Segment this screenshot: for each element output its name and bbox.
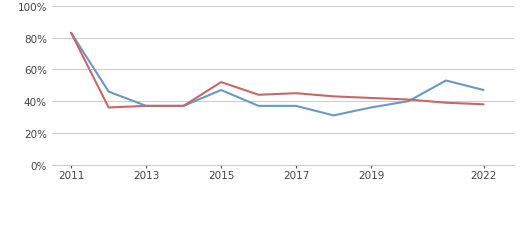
(WI) State Average <box>180 105 187 108</box>
Evansville High School <box>481 89 487 92</box>
Evansville High School <box>68 32 74 35</box>
(WI) State Average <box>143 105 149 108</box>
(WI) State Average <box>68 32 74 35</box>
(WI) State Average <box>218 81 224 84</box>
(WI) State Average <box>443 102 449 105</box>
Evansville High School <box>443 80 449 82</box>
Legend: Evansville High School, (WI) State Average: Evansville High School, (WI) State Avera… <box>131 224 435 229</box>
(WI) State Average <box>481 104 487 106</box>
Evansville High School <box>331 114 337 117</box>
(WI) State Average <box>255 94 261 97</box>
Evansville High School <box>105 91 112 94</box>
Evansville High School <box>218 89 224 92</box>
(WI) State Average <box>331 95 337 98</box>
Evansville High School <box>406 100 412 103</box>
Line: Evansville High School: Evansville High School <box>71 34 484 116</box>
(WI) State Average <box>105 107 112 109</box>
Evansville High School <box>368 107 374 109</box>
(WI) State Average <box>368 97 374 100</box>
Evansville High School <box>180 105 187 108</box>
Evansville High School <box>143 105 149 108</box>
Evansville High School <box>255 105 261 108</box>
Evansville High School <box>293 105 299 108</box>
(WI) State Average <box>293 92 299 95</box>
(WI) State Average <box>406 99 412 101</box>
Line: (WI) State Average: (WI) State Average <box>71 34 484 108</box>
